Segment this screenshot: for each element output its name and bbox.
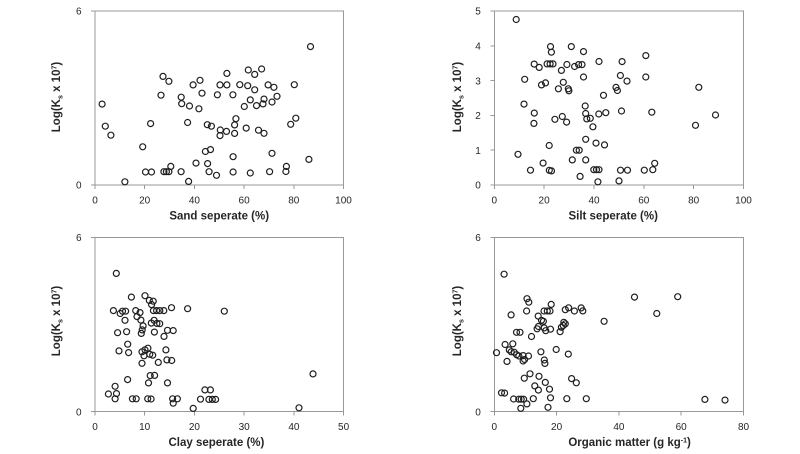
svg-text:60: 60 xyxy=(638,195,650,206)
svg-text:20: 20 xyxy=(189,422,201,433)
svg-text:20: 20 xyxy=(539,195,551,206)
svg-text:2: 2 xyxy=(475,111,481,122)
svg-text:20: 20 xyxy=(551,422,563,433)
svg-text:4: 4 xyxy=(475,42,481,53)
svg-text:0: 0 xyxy=(475,181,481,192)
svg-text:40: 40 xyxy=(189,195,201,206)
svg-text:0: 0 xyxy=(475,407,481,418)
svg-text:Log(Ks x 107): Log(Ks x 107) xyxy=(51,286,65,357)
svg-text:5: 5 xyxy=(475,7,481,18)
svg-text:80: 80 xyxy=(288,195,300,206)
svg-text:10: 10 xyxy=(139,422,151,433)
svg-text:0: 0 xyxy=(76,181,82,192)
svg-text:1: 1 xyxy=(475,146,481,157)
svg-text:0: 0 xyxy=(76,407,82,418)
svg-text:100: 100 xyxy=(735,195,752,206)
svg-text:40: 40 xyxy=(613,422,625,433)
svg-text:30: 30 xyxy=(239,422,251,433)
svg-text:0: 0 xyxy=(492,422,498,433)
svg-text:3: 3 xyxy=(475,76,481,87)
svg-text:Log(Ks x 107): Log(Ks x 107) xyxy=(51,62,65,133)
svg-text:80: 80 xyxy=(688,195,700,206)
svg-text:6: 6 xyxy=(475,233,481,244)
svg-text:0: 0 xyxy=(92,195,98,206)
svg-text:80: 80 xyxy=(738,422,750,433)
svg-text:Organic matter (g kg-1): Organic matter (g kg-1) xyxy=(568,437,691,449)
svg-text:60: 60 xyxy=(676,422,688,433)
svg-text:60: 60 xyxy=(239,195,251,206)
svg-text:Silt seperate (%): Silt seperate (%) xyxy=(568,210,658,222)
svg-text:6: 6 xyxy=(76,233,82,244)
svg-text:40: 40 xyxy=(288,422,300,433)
svg-text:100: 100 xyxy=(335,195,352,206)
svg-text:20: 20 xyxy=(139,195,151,206)
svg-text:0: 0 xyxy=(492,195,498,206)
svg-text:Log(Ks x 107): Log(Ks x 107) xyxy=(452,286,466,357)
svg-text:50: 50 xyxy=(338,422,350,433)
svg-text:Clay seperate (%): Clay seperate (%) xyxy=(168,437,264,449)
svg-text:6: 6 xyxy=(76,7,82,18)
svg-text:Log(Ks x 107): Log(Ks x 107) xyxy=(452,62,466,133)
svg-text:Sand seperate (%): Sand seperate (%) xyxy=(169,210,269,222)
svg-text:40: 40 xyxy=(588,195,600,206)
svg-text:0: 0 xyxy=(92,422,98,433)
